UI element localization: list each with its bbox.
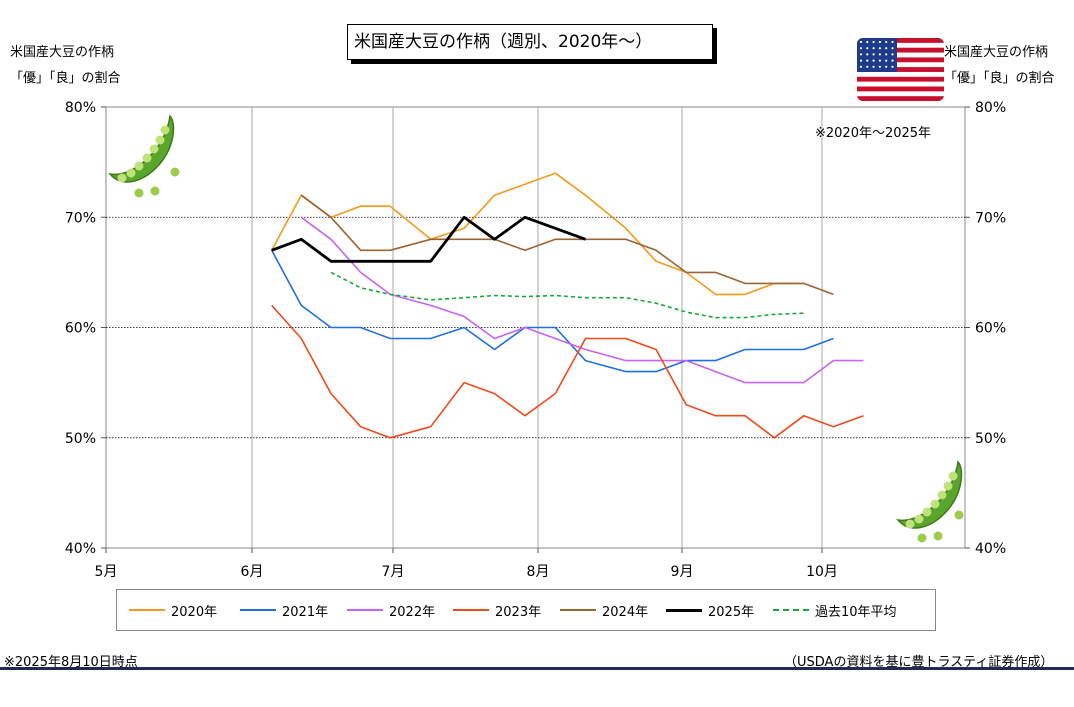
flag-star: [891, 53, 894, 56]
right-axis-label-line2: 「優」「良」の割合: [944, 71, 1055, 86]
footer-divider: [0, 667, 1074, 670]
right-axis-label-line1: 米国産大豆の作柄: [944, 45, 1049, 60]
green-soybean-icon: [108, 114, 180, 198]
legend-swatch: [129, 609, 165, 611]
flag-star: [885, 65, 888, 68]
series-line-3: [271, 304, 864, 439]
legend-item-10yr-avg: 過去10年平均: [773, 590, 897, 630]
legend-label: 2025年: [708, 604, 755, 620]
flag-star: [859, 40, 863, 44]
flag-star: [885, 59, 888, 62]
legend-swatch: [666, 608, 702, 612]
flag-star: [859, 59, 863, 62]
flag-star: [878, 59, 881, 62]
left-axis-label-line2: 「優」「良」の割合: [10, 71, 121, 86]
flag-star: [878, 47, 881, 50]
flag-star: [866, 47, 869, 50]
legend-label: 2022年: [389, 604, 436, 620]
flag-star: [891, 40, 894, 44]
y-tick-label-left: 80%: [65, 100, 96, 116]
flag-star: [891, 59, 894, 62]
x-tick-label: 5月: [95, 564, 118, 580]
y-tick-label-right: 60%: [975, 321, 1006, 337]
y-tick-label-left: 40%: [65, 541, 96, 557]
flag-star: [872, 59, 875, 62]
y-tick-label-right: 50%: [975, 431, 1006, 447]
flag-star: [878, 40, 881, 44]
legend-label: 2020年: [171, 604, 218, 620]
x-tick-label: 10月: [806, 564, 838, 580]
legend-item-2025: 2025年: [666, 590, 754, 630]
x-tick-label: 6月: [241, 564, 264, 580]
y-tick-label-left: 50%: [65, 431, 96, 447]
y-tick-label-left: 60%: [65, 321, 96, 337]
flag-star: [859, 47, 863, 50]
flag-star: [885, 47, 888, 50]
flag-star: [872, 40, 875, 44]
legend-item-2024: 2024年: [560, 590, 648, 630]
series-line-5: [271, 215, 586, 263]
flag-star: [872, 65, 875, 68]
legend-item-2022: 2022年: [347, 590, 435, 630]
flag-star: [859, 53, 863, 56]
flag-star: [859, 65, 863, 68]
as-of-note: ※2025年8月10日時点: [4, 655, 138, 670]
legend-swatch: [773, 609, 809, 611]
series-line-6: [330, 271, 804, 319]
legend-swatch: [347, 609, 383, 611]
legend-label: 過去10年平均: [815, 604, 897, 620]
flag-star: [872, 47, 875, 50]
flag-star: [891, 65, 894, 68]
axis-layer: 40% 40% 50% 50% 60% 60% 70% 70% 80% 80% 5月 6月 7月 8月 9月…: [65, 100, 1006, 580]
chart-legend: 2020年 2021年 2022年 2023年 2024年 2025年 過去10…: [116, 589, 936, 631]
flag-star: [885, 53, 888, 56]
range-note: ※2020年～2025年: [815, 126, 932, 141]
y-tick-label-left: 70%: [65, 210, 96, 226]
y-tick-label-right: 80%: [975, 100, 1006, 116]
series-layer: [270, 172, 864, 439]
y-tick-label-right: 70%: [975, 210, 1006, 226]
legend-swatch: [560, 609, 596, 611]
x-tick-label: 8月: [527, 564, 550, 580]
flag-star: [866, 59, 869, 62]
us-flag-icon: [857, 38, 944, 101]
legend-swatch: [240, 609, 276, 611]
y-tick-label-right: 40%: [975, 541, 1006, 557]
x-tick-label: 9月: [671, 564, 694, 580]
flag-star: [878, 65, 881, 68]
legend-label: 2024年: [602, 604, 649, 620]
flag-star: [866, 65, 869, 68]
legend-item-2021: 2021年: [240, 590, 328, 630]
flag-star: [891, 47, 894, 50]
series-line-1: [270, 249, 834, 373]
flag-star: [878, 53, 881, 56]
flag-star: [885, 40, 888, 44]
green-soybean-icon-right: [896, 460, 964, 543]
chart-title: 米国産大豆の作柄（週別、2020年～）: [347, 24, 713, 60]
series-line-0: [270, 172, 804, 296]
legend-item-2020: 2020年: [129, 590, 217, 630]
flag-star: [872, 53, 875, 56]
legend-item-2023: 2023年: [453, 590, 541, 630]
legend-swatch: [453, 609, 489, 611]
source-note: （USDAの資料を基に豊トラスティ証券作成）: [784, 655, 1054, 670]
left-axis-label-line1: 米国産大豆の作柄: [10, 45, 115, 60]
series-line-4: [300, 194, 834, 296]
flag-star: [866, 40, 869, 44]
legend-label: 2021年: [282, 604, 329, 620]
flag-star: [866, 53, 869, 56]
legend-label: 2023年: [495, 604, 542, 620]
x-tick-label: 7月: [382, 564, 405, 580]
